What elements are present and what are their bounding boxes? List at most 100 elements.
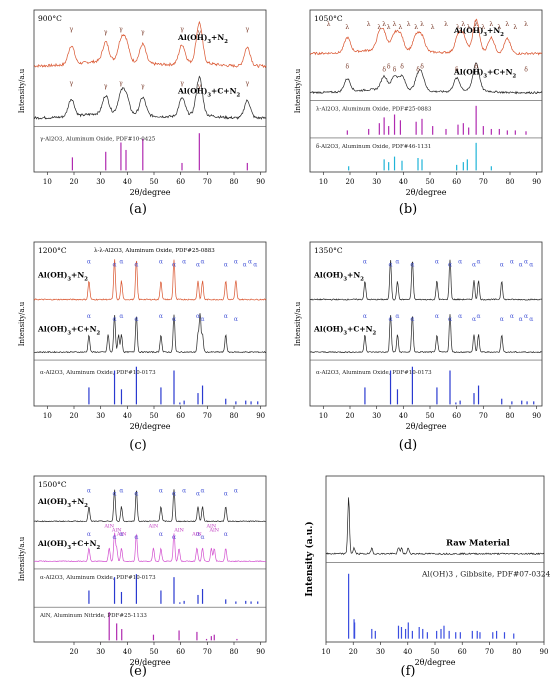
temperature-label: 1050°C xyxy=(314,14,343,23)
panel-b: 10 20 30 40 50 60 70 80 90 2θ/degree Intensity/a.u… xyxy=(280,4,548,197)
peak-marker: α xyxy=(134,261,138,268)
peak-marker: α xyxy=(172,534,176,541)
reference-label: AlN, Aluminum Nitride, PDF#25-1133 xyxy=(39,613,147,619)
x-axis-label: 2θ/degree xyxy=(415,658,456,667)
peak-marker: α xyxy=(224,491,228,498)
peak-marker: α xyxy=(519,316,523,323)
peak-marker: λ xyxy=(513,24,517,31)
peak-marker: γ xyxy=(70,80,74,87)
reference-label: α-Al2O3, Aluminum Oxide, PDF#10-0173 xyxy=(40,575,156,581)
x-tick-label: 50 xyxy=(431,648,440,656)
peak-marker: α xyxy=(134,316,138,323)
peak-marker: α xyxy=(448,316,452,323)
peak-marker: λ xyxy=(398,24,402,31)
series-line-0 xyxy=(33,489,266,523)
peak-marker: α xyxy=(234,258,238,265)
panel-e: 20 30 40 50 60 70 80 90 2θ/degree Intensity/a.u 15… xyxy=(4,470,272,667)
peak-marker: α xyxy=(87,313,91,320)
peak-marker: α xyxy=(196,313,200,320)
chart-svg-f: 10 20 30 40 50 60 70 80 90 2θ/degree Intensity (a.… xyxy=(304,475,550,667)
x-axis-label: 2θ/degree xyxy=(406,422,447,431)
x-tick-label: 60 xyxy=(452,412,461,420)
x-axis-label: 2θ/degree xyxy=(130,422,171,431)
peak-marker: α xyxy=(510,258,514,265)
x-tick-label: 60 xyxy=(176,412,185,420)
series-label: Al(OH)3+N2 xyxy=(37,270,88,282)
peak-marker: δ xyxy=(382,67,386,74)
x-tick-label: 10 xyxy=(322,648,331,656)
peak-marker: λ xyxy=(524,21,528,28)
plot-frame xyxy=(33,475,267,643)
temperature-label: 1350°C xyxy=(314,246,343,255)
peak-marker: α xyxy=(529,261,533,268)
x-tick-label: 20 xyxy=(70,178,79,186)
plot-frame xyxy=(33,9,267,173)
series-line-0 xyxy=(325,497,545,556)
x-tick-label: 50 xyxy=(426,412,435,420)
peak-marker: λ xyxy=(481,24,485,31)
x-tick-label: 80 xyxy=(230,412,239,420)
peak-marker: λ xyxy=(489,21,493,28)
x-tick-label: 20 xyxy=(70,412,79,420)
peak-marker: α xyxy=(134,534,138,541)
peak-marker: α xyxy=(243,261,247,268)
peak-marker: α xyxy=(224,261,228,268)
x-tick-label: 40 xyxy=(123,178,132,186)
caption-b: (b) xyxy=(398,202,418,217)
peak-marker: α xyxy=(87,531,91,538)
x-tick-label: 30 xyxy=(376,648,385,656)
x-tick-label: 70 xyxy=(203,178,212,186)
x-tick-label: 80 xyxy=(506,412,515,420)
peak-marker: δ xyxy=(346,64,350,71)
peak-marker: α xyxy=(159,531,163,538)
peak-marker: λ xyxy=(345,24,349,31)
plot-frame xyxy=(309,241,543,407)
reference-note: λ-λ-Al2O3, Aluminum Oxide, PDF#25-0883 xyxy=(94,248,215,254)
x-tick-label: 50 xyxy=(150,412,159,420)
peak-marker: α xyxy=(510,313,514,320)
series-label: Al(OH)3+N2 xyxy=(453,26,504,38)
aln-marker: AlN xyxy=(103,524,114,530)
x-tick-label: 20 xyxy=(70,648,79,656)
x-tick-label: 70 xyxy=(479,178,488,186)
peak-marker: α xyxy=(395,313,399,320)
peak-marker: δ xyxy=(393,67,397,74)
peak-marker: λ xyxy=(456,24,460,31)
chart-svg-d: 10 20 30 40 50 60 70 80 90 2θ/degree Intensity/a.u… xyxy=(294,241,543,431)
chart-svg-c: 10 20 30 40 50 60 70 80 90 2θ/degree Intensity/a.u… xyxy=(18,241,267,431)
peak-marker: α xyxy=(458,313,462,320)
peak-marker: λ xyxy=(461,21,465,28)
x-tick-label: 10 xyxy=(43,412,52,420)
peak-marker: γ xyxy=(141,29,145,36)
peak-marker: δ xyxy=(387,64,391,71)
peak-marker: α xyxy=(435,313,439,320)
temperature-label: 1500°C xyxy=(38,480,67,489)
peak-marker: λ xyxy=(414,24,418,31)
peak-marker: λ xyxy=(420,21,424,28)
peak-marker: γ xyxy=(119,80,123,87)
x-tick-label: 30 xyxy=(372,178,381,186)
peak-marker: α xyxy=(113,316,117,323)
x-tick-label: 10 xyxy=(319,178,328,186)
x-tick-label: 10 xyxy=(43,178,52,186)
peak-marker: λ xyxy=(367,21,371,28)
peak-marker: α xyxy=(159,313,163,320)
x-tick-label: 90 xyxy=(532,412,541,420)
chart-svg-a: 10 20 30 40 50 60 70 80 90 2θ/degree Intensity/a.u… xyxy=(18,9,267,197)
x-tick-label: 50 xyxy=(150,648,159,656)
temperature-label: 900°C xyxy=(38,14,62,23)
series-label: Al(OH)3+C+N2 xyxy=(37,539,100,551)
peak-marker: α xyxy=(119,488,123,495)
peak-marker: γ xyxy=(198,83,202,90)
plot-frame xyxy=(325,475,545,643)
reference-label: α-Al2O3, Aluminum Oxide, PDF#10-0173 xyxy=(40,370,156,376)
x-tick-label: 40 xyxy=(123,412,132,420)
caption-c: (c) xyxy=(129,438,147,453)
peak-marker: α xyxy=(519,261,523,268)
peak-marker: α xyxy=(172,491,176,498)
peak-marker: γ xyxy=(141,83,145,90)
y-axis-label: Intensity/a.u xyxy=(18,536,26,581)
panel-d: 10 20 30 40 50 60 70 80 90 2θ/degree Intensity/a.u… xyxy=(280,236,548,432)
caption-a: (a) xyxy=(129,202,147,217)
x-axis-label: 2θ/degree xyxy=(130,658,171,667)
